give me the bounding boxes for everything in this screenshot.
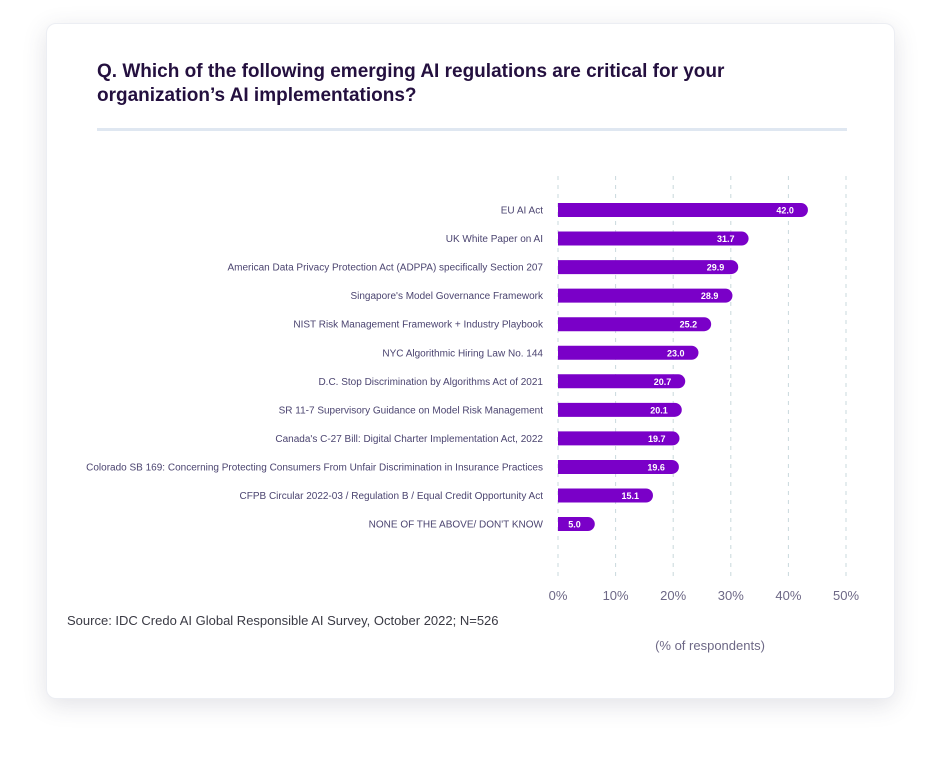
category-label: NIST Risk Management Framework + Industr… [293, 320, 544, 331]
bar [558, 374, 686, 389]
category-label: UK White Paper on AI [446, 234, 543, 245]
chart-title: Q. Which of the following emerging AI re… [97, 61, 725, 106]
data-label: 28.9 [701, 291, 719, 301]
bar [558, 402, 682, 417]
data-label: 23.0 [667, 348, 685, 358]
bar [558, 231, 749, 246]
x-tick-label: 10% [603, 588, 629, 603]
title-divider [97, 128, 847, 131]
category-label: EU AI Act [501, 206, 543, 217]
data-label: 19.6 [647, 462, 665, 472]
bar [558, 431, 680, 446]
data-label: 5.0 [568, 520, 581, 530]
x-tick-label: 30% [718, 588, 744, 603]
data-label: 31.7 [717, 234, 735, 244]
x-tick-label: 20% [660, 588, 686, 603]
bar [558, 459, 679, 474]
data-label: 15.1 [621, 491, 639, 501]
data-label: 20.1 [650, 405, 668, 415]
category-label: NYC Algorithmic Hiring Law No. 144 [382, 348, 543, 359]
category-label: Colorado SB 169: Concerning Protecting C… [86, 462, 543, 473]
category-label: D.C. Stop Discrimination by Algorithms A… [318, 377, 543, 388]
x-tick-label: 40% [775, 588, 801, 603]
category-label: Canada's C-27 Bill: Digital Charter Impl… [275, 434, 543, 445]
bar [558, 260, 739, 275]
bar [558, 288, 733, 303]
data-label: 42.0 [776, 206, 794, 216]
chart-card [46, 23, 895, 699]
category-label: CFPB Circular 2022-03 / Regulation B / E… [240, 491, 544, 502]
source-note: Source: IDC Credo AI Global Responsible … [67, 613, 499, 628]
category-label: American Data Privacy Protection Act (AD… [228, 263, 544, 274]
bar [558, 203, 808, 218]
category-label: SR 11-7 Supervisory Guidance on Model Ri… [279, 405, 544, 416]
x-tick-label: 50% [833, 588, 859, 603]
category-label: Singapore's Model Governance Framework [350, 291, 544, 302]
data-label: 19.7 [648, 434, 666, 444]
data-label: 29.9 [707, 263, 725, 273]
category-label: NONE OF THE ABOVE/ DON'T KNOW [369, 520, 544, 531]
data-label: 25.2 [680, 320, 698, 330]
bar [558, 345, 699, 360]
bar [558, 488, 653, 503]
x-axis-label: (% of respondents) [655, 638, 765, 653]
x-tick-label: 0% [549, 588, 568, 603]
bar [558, 517, 595, 532]
data-label: 20.7 [654, 377, 672, 387]
bar [558, 317, 712, 332]
